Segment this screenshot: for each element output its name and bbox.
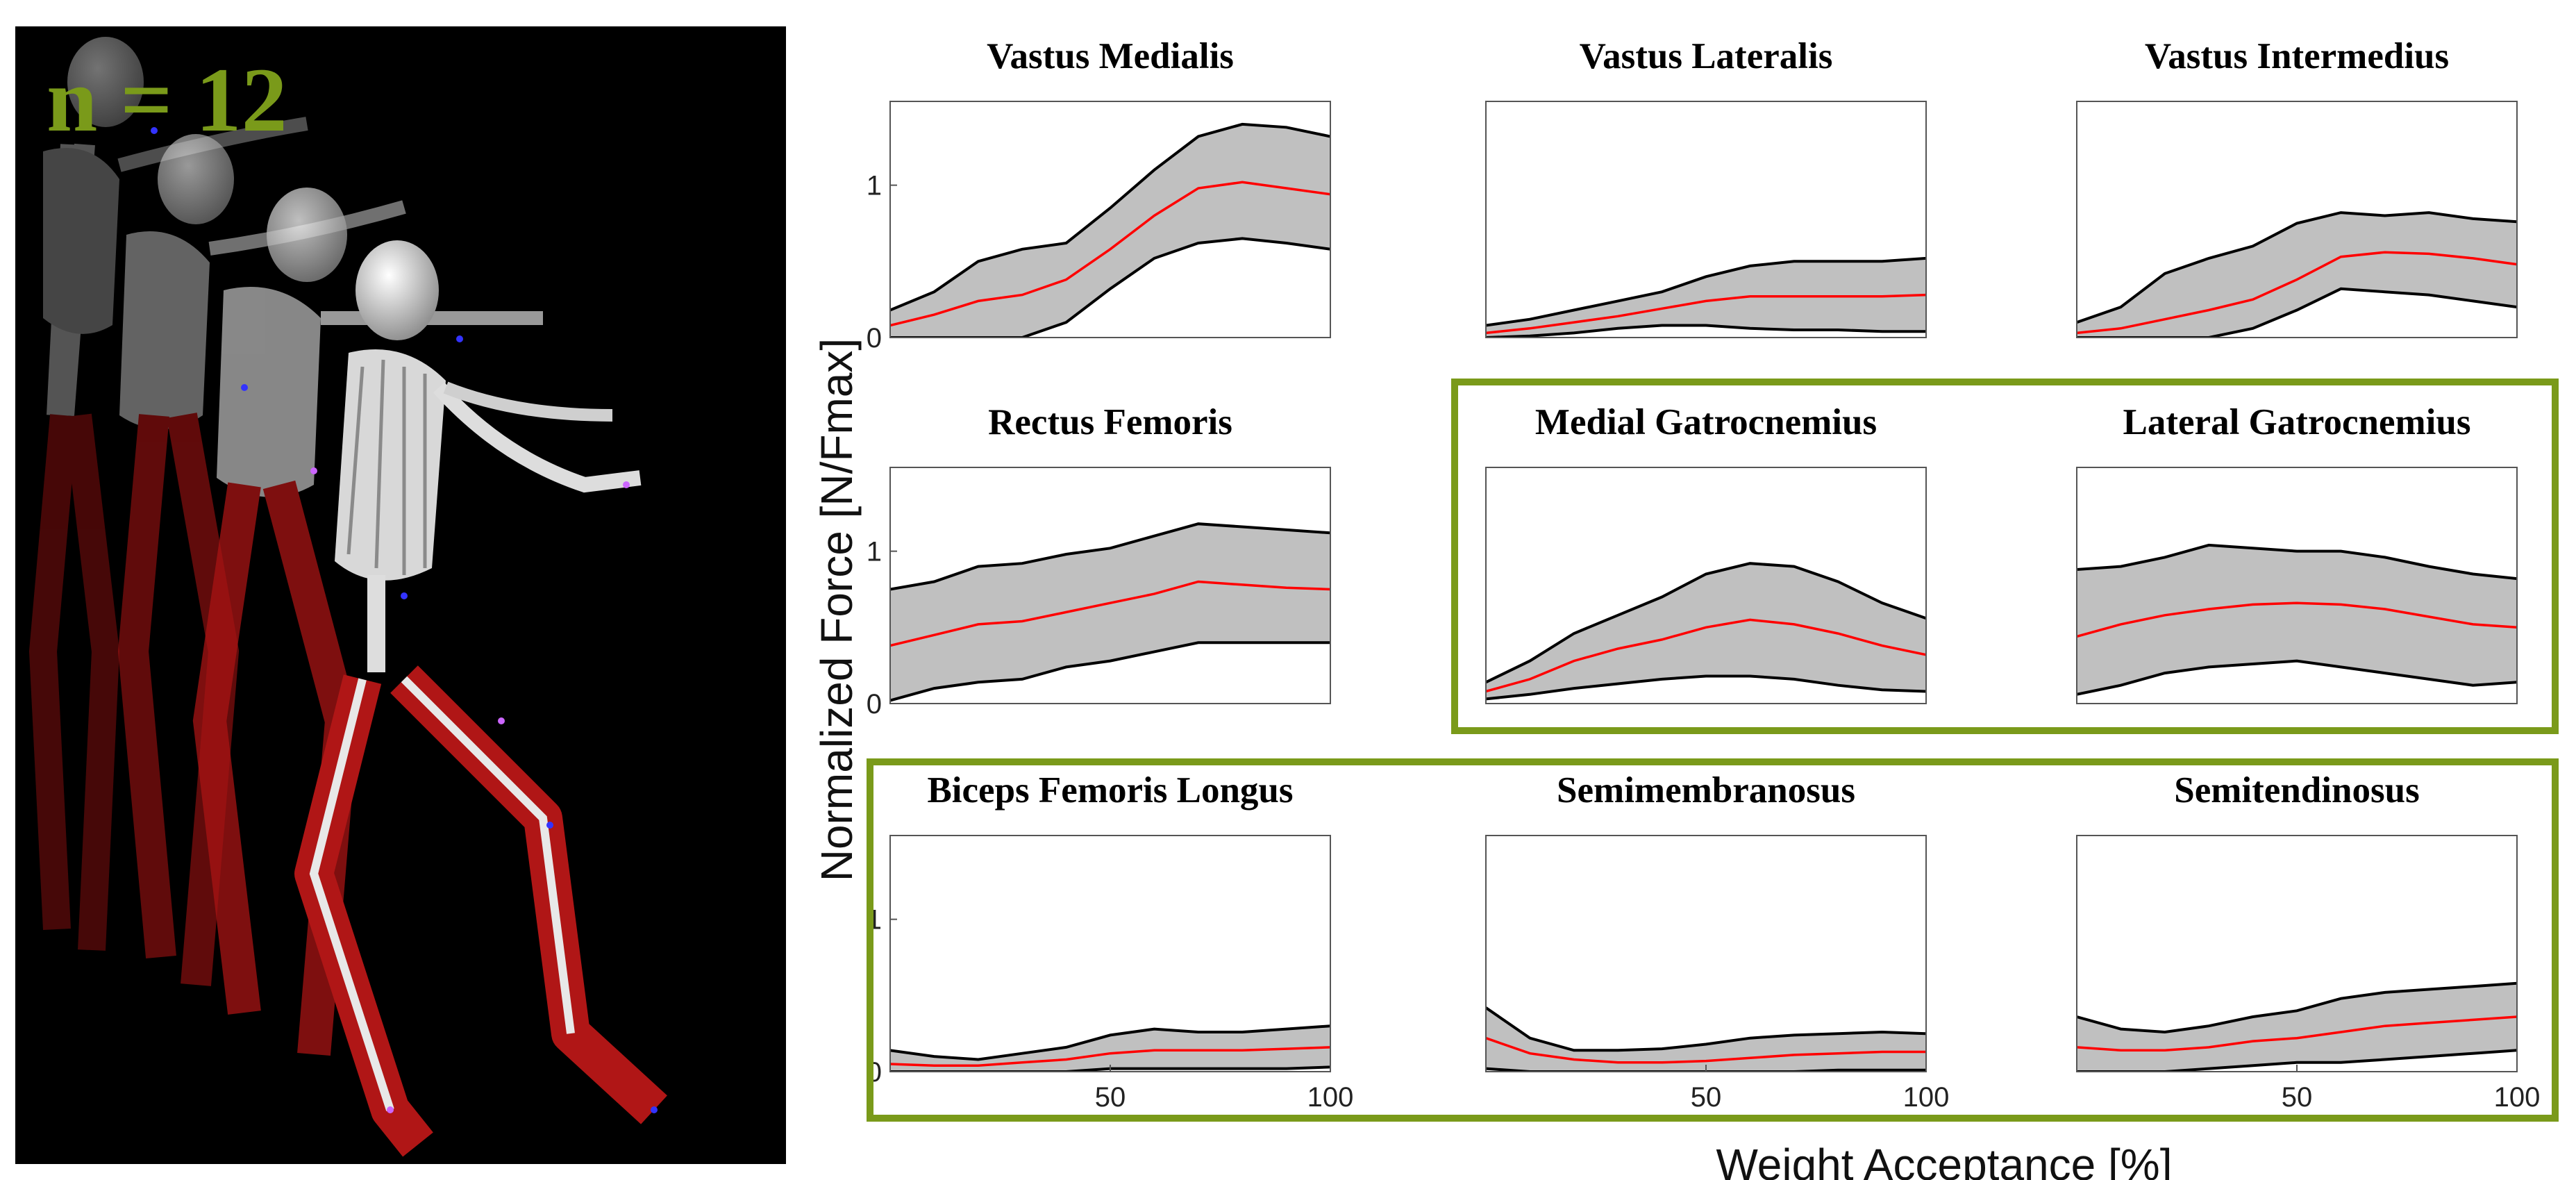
mean-line [890, 580, 1330, 647]
upper-bound-line [2077, 543, 2517, 581]
mean-line [890, 1046, 1330, 1067]
chart-title: Vastus Lateralis [1579, 36, 1833, 76]
sd-band [890, 1026, 1330, 1072]
x-tick-label: 100 [1903, 1082, 1950, 1113]
lower-bound-line [2077, 287, 2517, 338]
plot-frame [2076, 101, 2518, 338]
lower-bound-line [1486, 674, 1926, 701]
upper-bound-line [890, 1024, 1330, 1061]
chart-0: 01 [867, 101, 1331, 354]
x-tick-label: 100 [1307, 1082, 1354, 1113]
upper-bound-line [2077, 981, 2517, 1034]
chart-title: Semitendinosus [2174, 770, 2420, 811]
plot-frame [2076, 467, 2518, 704]
plot-frame [1485, 101, 1927, 338]
chart-title: Semimembranosus [1557, 770, 1855, 811]
mean-line [1486, 618, 1926, 693]
mean-line [1486, 1037, 1926, 1064]
y-tick-label: 1 [867, 537, 882, 567]
upper-bound-line [890, 522, 1330, 591]
plot-frame [889, 101, 1331, 338]
sd-band [1486, 258, 1926, 338]
lower-bound-line [890, 641, 1330, 702]
skeleton-front [294, 240, 667, 1157]
mean-line [890, 181, 1330, 327]
upper-bound-line [890, 122, 1330, 312]
chart-8: 50 100 [2076, 835, 2541, 1113]
mean-line [1486, 293, 1926, 335]
x-tick-label: 100 [2494, 1082, 2541, 1113]
lower-bound-line [1486, 1067, 1926, 1072]
highlight-box-gastrocnemius [1451, 379, 2559, 734]
sd-band [1486, 1007, 1926, 1072]
chart-5 [2076, 467, 2518, 704]
y-tick-label: 1 [867, 171, 882, 201]
sd-band [2077, 545, 2517, 695]
y-tick-label: 0 [867, 689, 882, 720]
chart-title: Biceps Femoris Longus [927, 770, 1294, 811]
lower-bound-line [1486, 324, 1926, 338]
chart-4 [1485, 467, 1927, 704]
motion-capture-markers [151, 127, 658, 1113]
skeleton-figure-image [28, 37, 667, 1157]
highlight-box-hamstrings [867, 758, 2559, 1122]
x-tick-label: 50 [1691, 1082, 1722, 1113]
chart-title: Medial Gatrocnemius [1534, 402, 1877, 442]
plot-frame [1485, 467, 1927, 704]
x-tick-label: 50 [1095, 1082, 1126, 1113]
mean-line [2077, 1015, 2517, 1052]
chart-title: Vastus Medialis [987, 36, 1234, 76]
sd-band [1486, 563, 1926, 699]
upper-bound-line [1486, 1006, 1926, 1052]
mean-line [2077, 601, 2517, 638]
sd-band [890, 124, 1330, 338]
chart-1 [1485, 101, 1927, 338]
sd-band [2077, 213, 2517, 338]
plot-frame [889, 467, 1331, 704]
chart-title: Lateral Gatrocnemius [2123, 402, 2471, 442]
skeleton-image-panel: n = 12 [15, 26, 786, 1164]
lower-bound-line [2077, 659, 2517, 696]
x-axis-label: Weight Acceptance [%] [1716, 1140, 2173, 1180]
lower-bound-line [890, 237, 1330, 338]
y-axis-label: Normalized Force [N/Fmax] [812, 338, 862, 882]
lower-bound-line [2077, 1049, 2517, 1072]
sd-band [890, 524, 1330, 701]
mean-line [2077, 251, 2517, 335]
chart-3: 01 [867, 467, 1331, 720]
upper-bound-line [1486, 562, 1926, 684]
chart-title: Rectus Femoris [988, 402, 1232, 442]
chart-2 [2076, 101, 2518, 338]
upper-bound-line [1486, 256, 1926, 327]
sample-size-label: n = 12 [47, 49, 287, 151]
chart-title: Vastus Intermedius [2144, 36, 2450, 76]
x-tick-label: 50 [2282, 1082, 2313, 1113]
y-tick-label: 0 [867, 323, 882, 354]
upper-bound-line [2077, 211, 2517, 324]
chart-7: 50 100 [1485, 835, 1950, 1113]
skeleton-rear [28, 37, 308, 951]
